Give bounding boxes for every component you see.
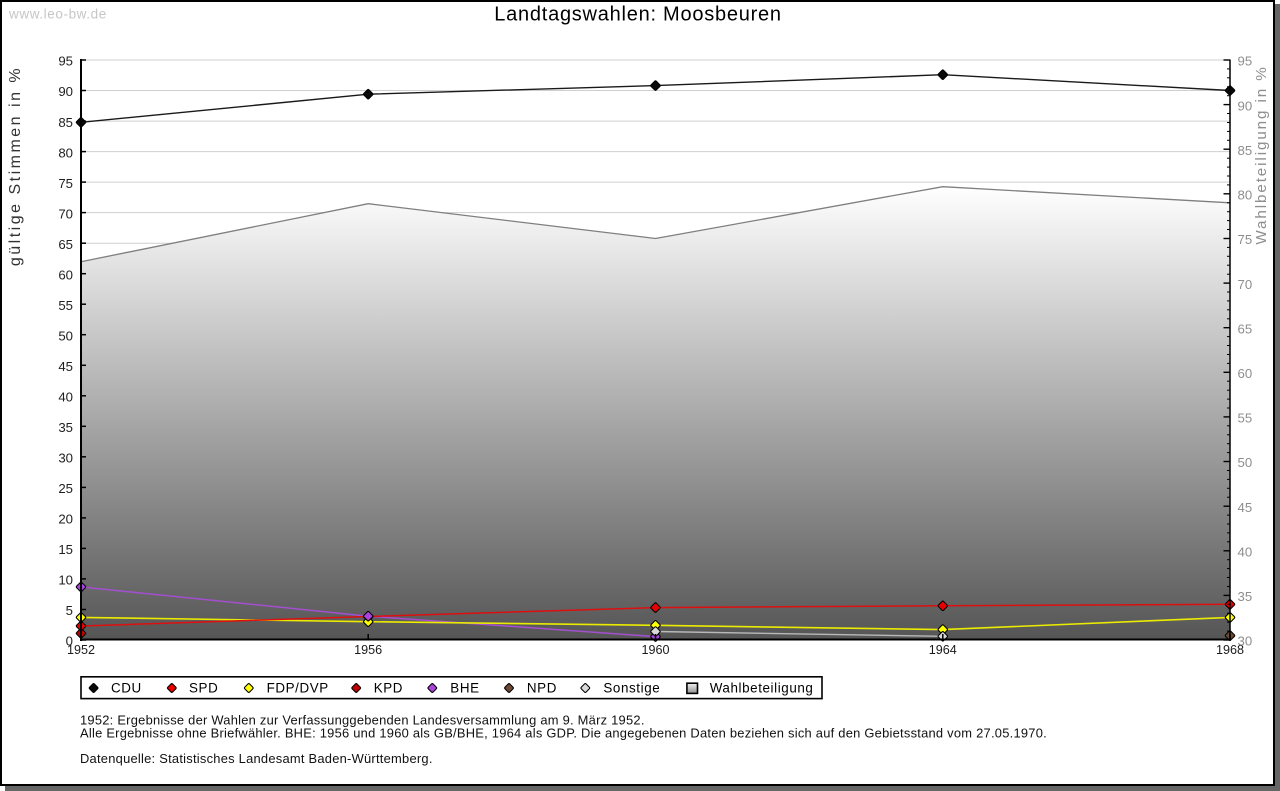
- svg-text:FDP/DVP: FDP/DVP: [267, 681, 329, 696]
- svg-text:65: 65: [1238, 321, 1253, 336]
- svg-text:35: 35: [58, 420, 73, 435]
- svg-text:75: 75: [58, 176, 73, 191]
- svg-text:gültige Stimmen in %: gültige Stimmen in %: [7, 66, 24, 266]
- svg-text:KPD: KPD: [374, 681, 403, 696]
- svg-text:SPD: SPD: [189, 681, 218, 696]
- svg-text:40: 40: [58, 390, 73, 405]
- svg-text:85: 85: [58, 115, 73, 130]
- svg-text:55: 55: [1238, 411, 1253, 426]
- svg-text:Wahlbeteiligung: Wahlbeteiligung: [710, 681, 814, 696]
- svg-text:Datenquelle: Statistisches Lan: Datenquelle: Statistisches Landesamt Bad…: [80, 751, 433, 766]
- svg-text:25: 25: [58, 481, 73, 496]
- svg-text:55: 55: [58, 298, 73, 313]
- svg-text:5: 5: [66, 603, 73, 618]
- svg-text:1960: 1960: [641, 643, 669, 657]
- svg-text:85: 85: [1238, 143, 1253, 158]
- svg-text:www.leo-bw.de: www.leo-bw.de: [8, 7, 107, 22]
- svg-text:60: 60: [58, 267, 73, 282]
- svg-text:30: 30: [58, 451, 73, 466]
- svg-text:50: 50: [58, 328, 73, 343]
- svg-text:20: 20: [58, 512, 73, 527]
- svg-text:95: 95: [58, 54, 73, 69]
- svg-text:15: 15: [58, 542, 73, 557]
- svg-text:75: 75: [1238, 232, 1253, 247]
- svg-text:Wahlbeteiligung in %: Wahlbeteiligung in %: [1253, 65, 1270, 244]
- svg-text:1964: 1964: [929, 643, 957, 657]
- svg-text:95: 95: [1238, 54, 1253, 69]
- svg-text:70: 70: [1238, 277, 1253, 292]
- svg-text:10: 10: [58, 573, 73, 588]
- svg-text:Alle Ergebnisse ohne Briefwähl: Alle Ergebnisse ohne Briefwähler. BHE: 1…: [80, 726, 1047, 741]
- svg-text:90: 90: [58, 84, 73, 99]
- svg-text:Landtagswahlen: Moosbeuren: Landtagswahlen: Moosbeuren: [494, 4, 781, 26]
- svg-text:65: 65: [58, 237, 73, 252]
- svg-text:1952: Ergebnisse der Wahlen zu: 1952: Ergebnisse der Wahlen zur Verfassu…: [80, 713, 645, 728]
- svg-text:35: 35: [1238, 589, 1253, 604]
- svg-text:90: 90: [1238, 98, 1253, 113]
- svg-text:45: 45: [1238, 500, 1253, 515]
- svg-text:0: 0: [66, 634, 73, 649]
- svg-text:40: 40: [1238, 545, 1253, 560]
- svg-text:60: 60: [1238, 366, 1253, 381]
- svg-text:NPD: NPD: [527, 681, 557, 696]
- svg-text:1956: 1956: [354, 643, 382, 657]
- svg-text:Sonstige: Sonstige: [603, 681, 660, 696]
- svg-text:50: 50: [1238, 455, 1253, 470]
- svg-text:80: 80: [1238, 188, 1253, 203]
- svg-text:BHE: BHE: [450, 681, 479, 696]
- svg-text:1952: 1952: [67, 643, 95, 657]
- svg-text:30: 30: [1238, 634, 1253, 649]
- svg-text:1968: 1968: [1216, 643, 1244, 657]
- svg-text:CDU: CDU: [111, 681, 142, 696]
- svg-text:45: 45: [58, 359, 73, 374]
- svg-text:70: 70: [58, 206, 73, 221]
- svg-text:80: 80: [58, 145, 73, 160]
